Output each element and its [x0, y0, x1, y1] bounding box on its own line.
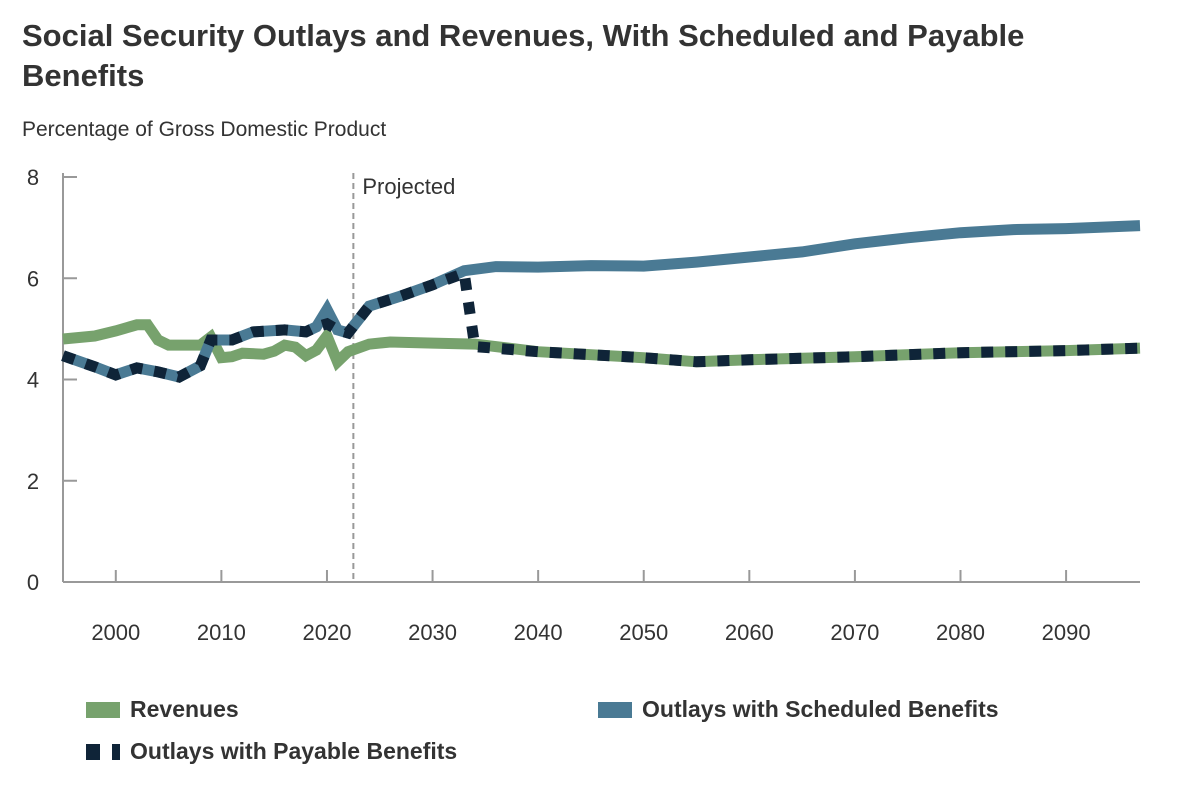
legend-swatch-payable	[86, 743, 120, 760]
projected-label: Projected	[362, 174, 455, 199]
x-tick-label: 2060	[725, 620, 774, 645]
y-tick-label: 0	[27, 570, 39, 595]
x-tick-label: 2040	[514, 620, 563, 645]
chart-title: Social Security Outlays and Revenues, Wi…	[22, 18, 1025, 93]
legend-swatch-scheduled	[598, 701, 632, 718]
x-tick-label: 2020	[302, 620, 351, 645]
x-tick-label: 2000	[91, 620, 140, 645]
x-tick-label: 2030	[408, 620, 457, 645]
x-tick-label: 2070	[830, 620, 879, 645]
x-tick-label: 2010	[197, 620, 246, 645]
x-tick-label: 2080	[936, 620, 985, 645]
legend-revenues: Revenues	[86, 696, 239, 723]
legend-label: Revenues	[130, 696, 239, 722]
x-tick-label: 2090	[1042, 620, 1091, 645]
y-tick-label: 4	[27, 368, 39, 393]
legend-payable: Outlays with Payable Benefits	[86, 738, 457, 765]
legend-scheduled: Outlays with Scheduled Benefits	[598, 696, 999, 723]
legend-swatch-revenues	[86, 701, 120, 718]
y-tick-label: 6	[27, 266, 39, 291]
legend-label: Outlays with Payable Benefits	[130, 738, 458, 764]
x-tick-label: 2050	[619, 620, 668, 645]
legend-label: Outlays with Scheduled Benefits	[642, 696, 999, 722]
y-tick-label: 2	[27, 469, 39, 494]
chart-subtitle: Percentage of Gross Domestic Product	[22, 118, 387, 141]
y-tick-label: 8	[27, 165, 39, 190]
